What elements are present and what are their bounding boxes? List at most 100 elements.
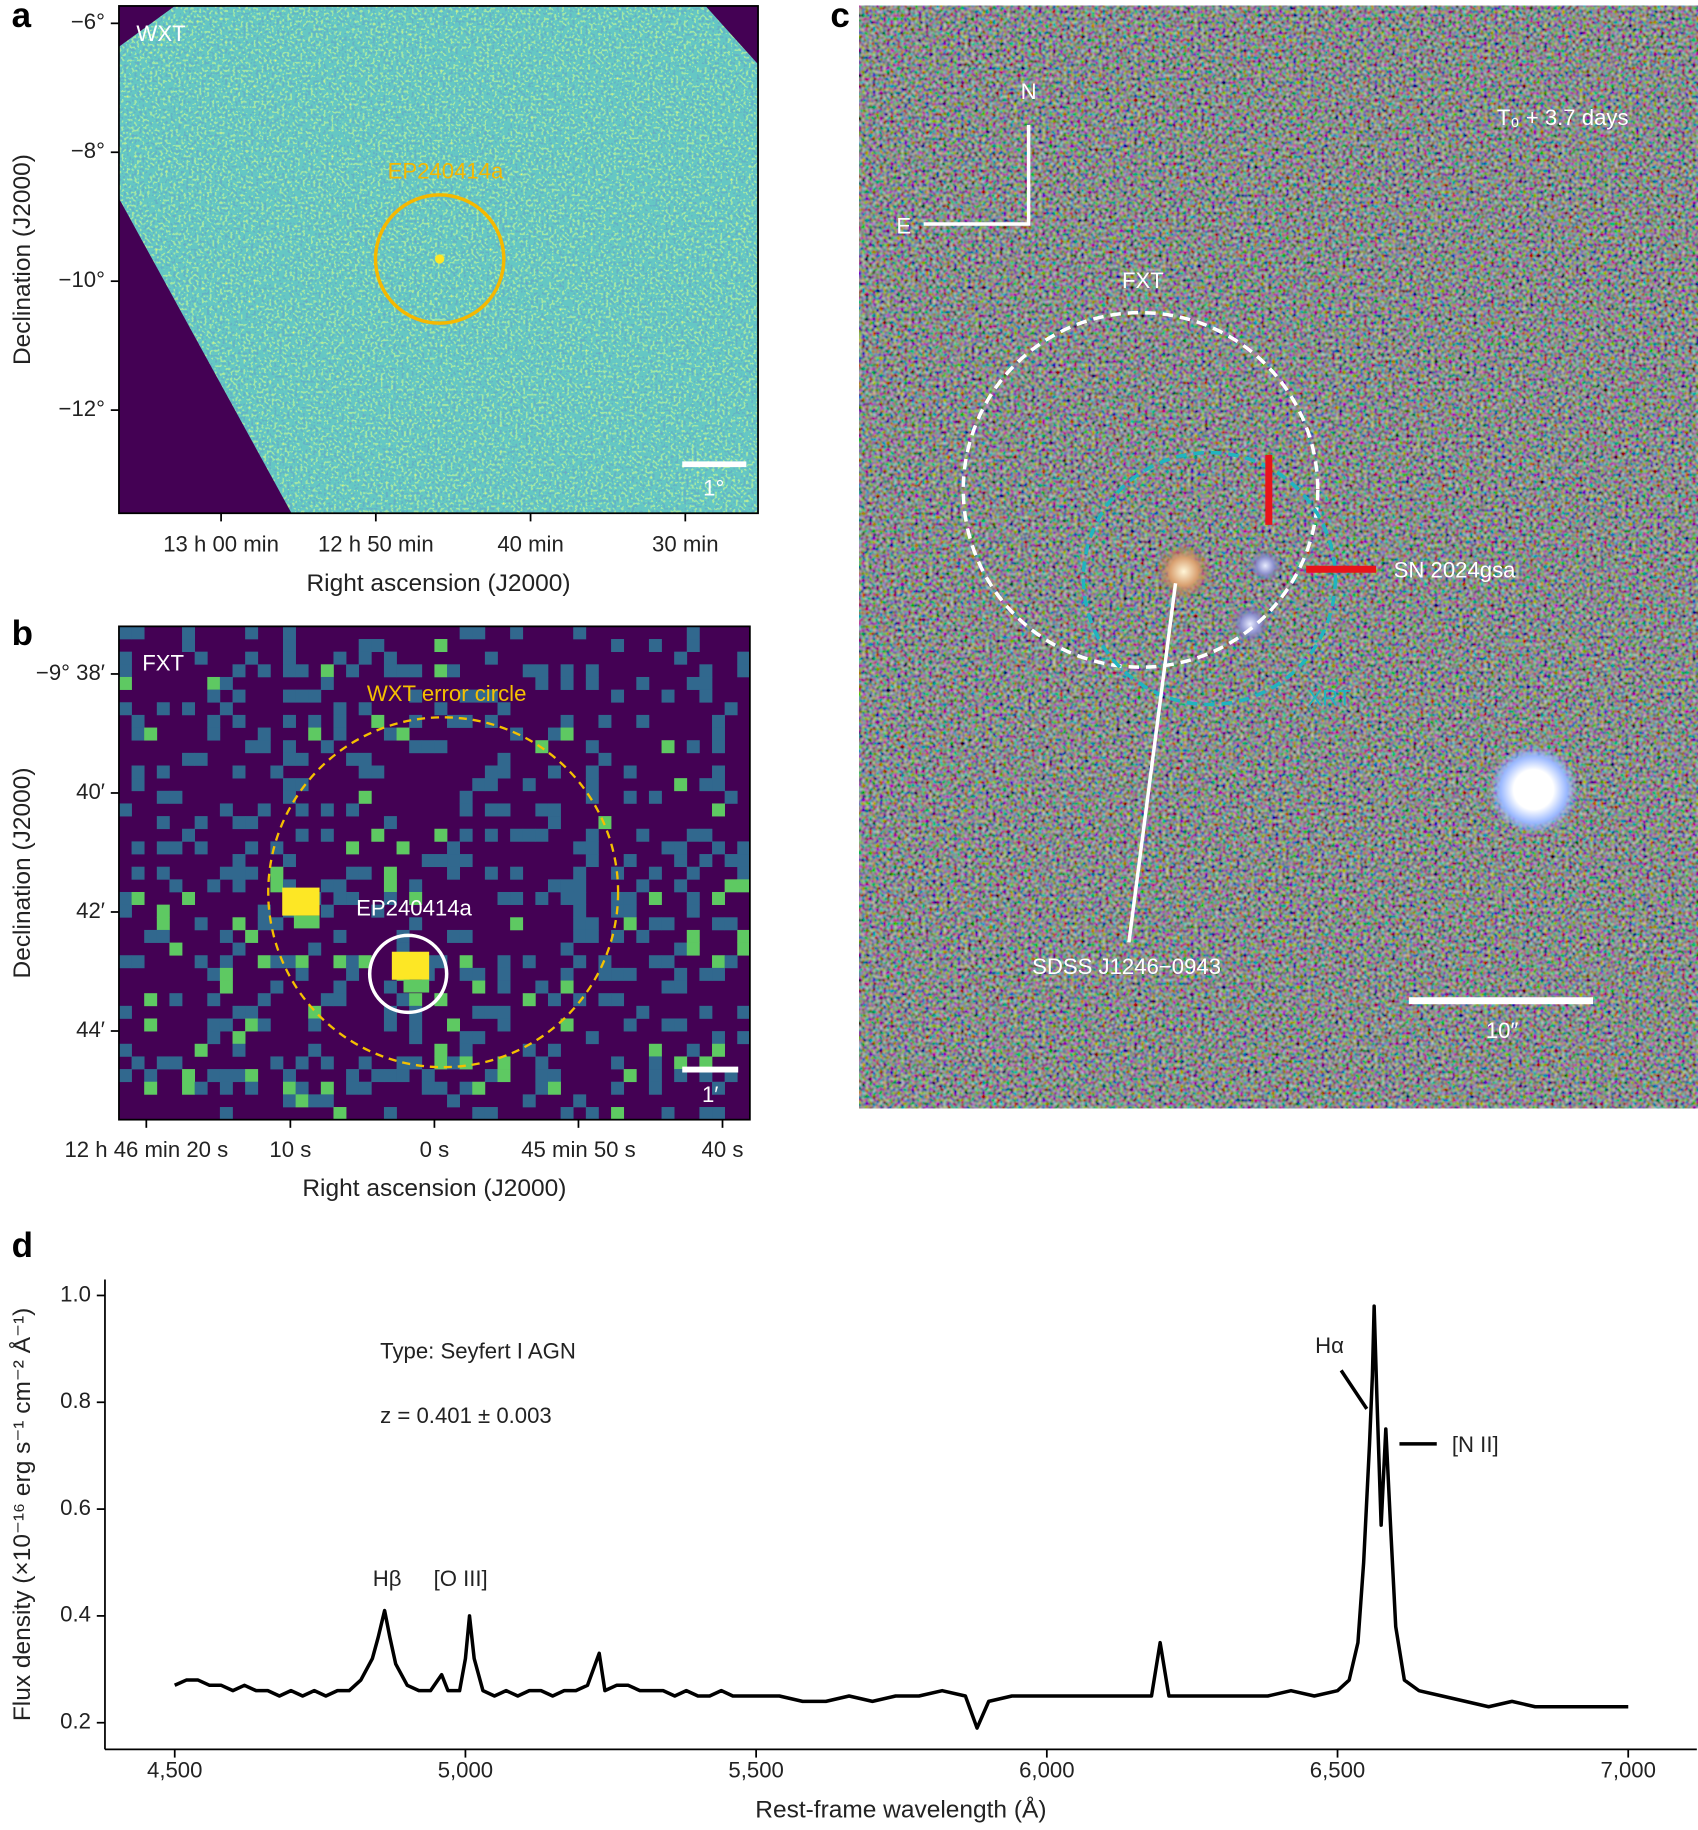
image-pixel (409, 689, 423, 703)
annotation: 1′ (702, 1082, 718, 1107)
image-pixel (257, 904, 271, 918)
image-pixel (459, 929, 473, 943)
image-pixel (295, 955, 309, 969)
image-pixel (547, 993, 561, 1007)
image-pixel (182, 702, 196, 716)
image-pixel (232, 664, 246, 678)
image-pixel (585, 765, 599, 779)
image-pixel (535, 891, 549, 905)
image-pixel (699, 676, 713, 690)
image-pixel (383, 1018, 397, 1032)
image-pixel (282, 752, 296, 766)
image-pixel (358, 702, 372, 716)
image-pixel (156, 790, 170, 804)
x-tick-label: 5,000 (438, 1757, 493, 1782)
image-pixel (459, 1056, 473, 1070)
image-pixel (295, 828, 309, 842)
image-pixel (661, 1018, 675, 1032)
image-pixel (484, 651, 498, 665)
image-pixel (156, 904, 170, 918)
image-pixel (522, 993, 536, 1007)
image-pixel (131, 1056, 145, 1070)
image-pixel (686, 740, 700, 754)
image-pixel (547, 803, 561, 817)
image-pixel (245, 816, 259, 830)
image-pixel (434, 828, 448, 842)
image-pixel (547, 879, 561, 893)
image-pixel (383, 891, 397, 905)
image-pixel (333, 1107, 347, 1121)
image-pixel (535, 1069, 549, 1083)
image-pixel (346, 803, 360, 817)
image-pixel (421, 1069, 435, 1083)
x-tick-label: 12 h 50 min (318, 532, 434, 557)
annotation: FXT (142, 651, 184, 676)
y-tick-label: 0.4 (60, 1602, 91, 1627)
image-pixel (421, 1081, 435, 1095)
x-axis-label: Right ascension (J2000) (302, 1175, 566, 1202)
image-pixel (611, 689, 625, 703)
annotation: [O III] (434, 1566, 488, 1591)
image-pixel (712, 917, 725, 931)
galaxy (1155, 543, 1212, 600)
image-pixel (585, 1031, 599, 1045)
image-pixel (346, 967, 360, 981)
y-tick-label: −8° (71, 138, 105, 163)
image-pixel (712, 1107, 725, 1121)
image-pixel (598, 967, 612, 981)
image-pixel (459, 1031, 473, 1045)
image-pixel (194, 917, 208, 931)
annotation: N (1021, 79, 1037, 104)
image-pixel (699, 689, 713, 703)
image-pixel (623, 1018, 637, 1032)
image-pixel (182, 891, 196, 905)
image-pixel (712, 955, 725, 969)
image-pixel (585, 676, 599, 690)
image-pixel (472, 1081, 486, 1095)
image-pixel (257, 955, 271, 969)
image-pixel (648, 1069, 662, 1083)
image-pixel (598, 752, 612, 766)
image-pixel (712, 803, 725, 817)
image-pixel (245, 740, 259, 754)
image-pixel (245, 1081, 259, 1095)
annotation: 1° (703, 476, 724, 501)
annotation: T₀ + 3.7 days (1497, 105, 1629, 130)
y-tick-label: 0.2 (60, 1709, 91, 1734)
x-tick-label: 5,500 (728, 1757, 783, 1782)
image-pixel (611, 993, 625, 1007)
image-pixel (144, 929, 158, 943)
image-pixel (434, 1081, 448, 1095)
image-pixel (459, 689, 473, 703)
image-pixel (699, 967, 713, 981)
image-pixel (434, 664, 448, 678)
image-pixel (560, 879, 574, 893)
image-pixel (282, 689, 296, 703)
image-pixel (169, 879, 183, 893)
image-pixel (472, 1107, 486, 1121)
y-tick-label: −12° (59, 396, 105, 421)
image-pixel (712, 1081, 725, 1095)
image-pixel (308, 689, 322, 703)
image-pixel (257, 664, 271, 678)
image-pixel (737, 929, 751, 943)
image-pixel (585, 929, 599, 943)
image-pixel (712, 841, 725, 855)
image-pixel (573, 1094, 587, 1108)
image-pixel (636, 676, 650, 690)
image-pixel (547, 1081, 561, 1095)
image-pixel (547, 1043, 561, 1057)
image-pixel (194, 955, 208, 969)
image-pixel (547, 727, 561, 741)
annotation: XRT (1308, 686, 1352, 711)
image-pixel (131, 866, 145, 880)
image-pixel (293, 915, 320, 929)
error-circle (961, 310, 1320, 669)
image-pixel (699, 1056, 713, 1070)
image-pixel (118, 955, 132, 969)
image-pixel (358, 866, 372, 880)
image-pixel (295, 778, 309, 792)
panel-label: d (12, 1226, 33, 1265)
image-pixel (585, 828, 599, 842)
